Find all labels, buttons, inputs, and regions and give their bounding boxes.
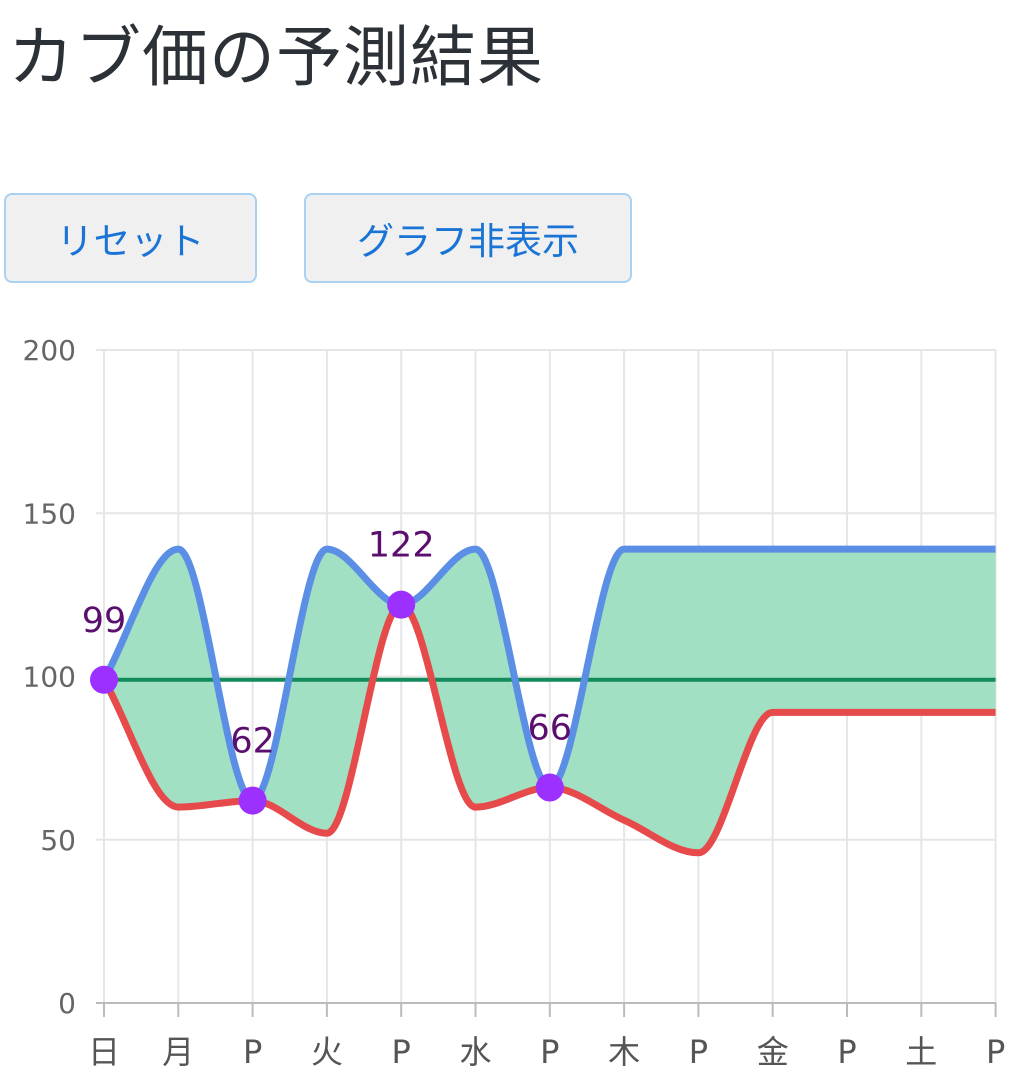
x-tick-label: 日 — [88, 1033, 120, 1071]
x-tick-label: P — [689, 1033, 708, 1071]
x-tick-label: P — [243, 1033, 262, 1071]
chart-axes: 0 50 100 150 200 日 月 P 火 P 水 P 木 P 金 P 土 P — [23, 334, 1006, 1071]
data-points: 99 62 122 66 — [82, 526, 572, 815]
x-tick-label: 金 — [757, 1033, 789, 1071]
max-price-line — [100, 545, 996, 805]
x-tick-label: 木 — [608, 1033, 640, 1071]
data-point — [238, 786, 267, 815]
y-tick-label: 100 — [23, 661, 76, 694]
y-tick-label: 0 — [58, 987, 76, 1020]
price-range-area — [104, 549, 996, 853]
reset-button[interactable]: リセット — [4, 193, 257, 283]
data-point-label: 66 — [528, 709, 573, 749]
x-tick-label: P — [540, 1033, 559, 1071]
y-tick-label: 200 — [23, 334, 76, 367]
data-point-label: 122 — [368, 526, 435, 566]
page-title: カブ価の予測結果 — [8, 19, 544, 96]
price-forecast-chart: 0 50 100 150 200 日 月 P 火 P 水 P 木 P 金 P 土 P 99 62 122 66 — [23, 334, 1006, 1071]
x-tick-label: P — [392, 1033, 411, 1071]
hide-graph-button[interactable]: グラフ非表示 — [304, 193, 632, 283]
y-tick-label: 150 — [23, 497, 76, 530]
data-point — [535, 773, 564, 802]
data-point-label: 99 — [82, 601, 127, 641]
data-point — [90, 665, 118, 694]
x-tick-label: 火 — [311, 1033, 343, 1071]
x-tick-label: P — [837, 1033, 856, 1071]
x-tick-label: P — [986, 1033, 1005, 1071]
x-tick-label: 月 — [162, 1033, 194, 1071]
data-point-label: 62 — [230, 722, 275, 762]
x-tick-label: 水 — [459, 1033, 491, 1071]
x-tick-label: 土 — [905, 1033, 937, 1071]
data-point — [387, 590, 416, 619]
y-tick-label: 50 — [40, 824, 76, 857]
